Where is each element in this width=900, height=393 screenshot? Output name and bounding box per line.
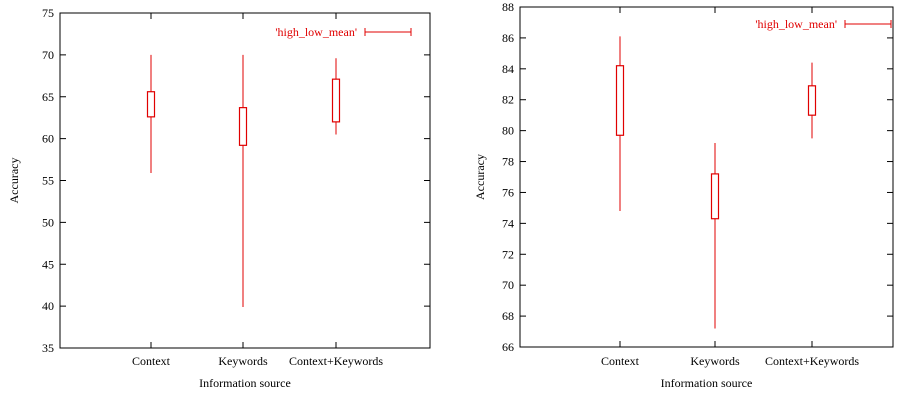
y-tick-label: 40 bbox=[42, 299, 54, 313]
y-tick-label: 60 bbox=[42, 132, 54, 146]
chart-panel-2: 66 68 70 72 74 76 78 80 82 84 86 88 Context Keywords C… bbox=[473, 0, 894, 390]
y-tick-label: 45 bbox=[42, 257, 54, 271]
x-tick-label: Keywords bbox=[218, 354, 268, 368]
y-tick-label: 76 bbox=[502, 185, 514, 199]
y-tick-label: 66 bbox=[502, 340, 514, 354]
candle-box bbox=[807, 85, 817, 116]
chart-panel-1: 35 40 45 50 55 60 65 70 75 Context Keywords Context… bbox=[7, 6, 431, 390]
x-tick-label: Context bbox=[601, 354, 640, 368]
candle-box bbox=[615, 65, 625, 136]
x-axis-label: Information source bbox=[199, 376, 291, 390]
y-tick-label: 70 bbox=[502, 278, 514, 292]
legend-label: 'high_low_mean' bbox=[755, 17, 837, 31]
y-tick-label: 84 bbox=[502, 62, 514, 76]
y-tick-label: 80 bbox=[502, 124, 514, 138]
y-tick-label: 75 bbox=[42, 6, 54, 20]
y-axis-label: Accuracy bbox=[7, 158, 21, 204]
candle-box bbox=[146, 91, 156, 118]
x-tick-label: Context bbox=[132, 354, 171, 368]
y-tick-label: 82 bbox=[502, 93, 514, 107]
y-tick-label: 72 bbox=[502, 247, 514, 261]
candle-box bbox=[331, 78, 341, 123]
y-tick-label: 35 bbox=[42, 341, 54, 355]
plot-frame bbox=[519, 6, 894, 348]
x-tick-label: Keywords bbox=[690, 354, 740, 368]
x-tick-label: Context+Keywords bbox=[765, 354, 859, 368]
y-tick-label: 78 bbox=[502, 155, 514, 169]
plot-frame bbox=[59, 12, 431, 349]
candle-box bbox=[710, 173, 720, 220]
y-tick-label: 68 bbox=[502, 309, 514, 323]
y-tick-label: 74 bbox=[502, 216, 514, 230]
y-tick-label: 88 bbox=[502, 0, 514, 14]
y-tick-label: 50 bbox=[42, 215, 54, 229]
y-axis-label: Accuracy bbox=[473, 154, 487, 200]
y-tick-label: 55 bbox=[42, 174, 54, 188]
y-tick-label: 70 bbox=[42, 48, 54, 62]
candle-box bbox=[238, 107, 248, 146]
x-tick-label: Context+Keywords bbox=[289, 354, 383, 368]
y-tick-label: 65 bbox=[42, 90, 54, 104]
legend-label: 'high_low_mean' bbox=[275, 25, 357, 39]
y-tick-label: 86 bbox=[502, 31, 514, 45]
x-axis-label: Information source bbox=[661, 376, 753, 390]
